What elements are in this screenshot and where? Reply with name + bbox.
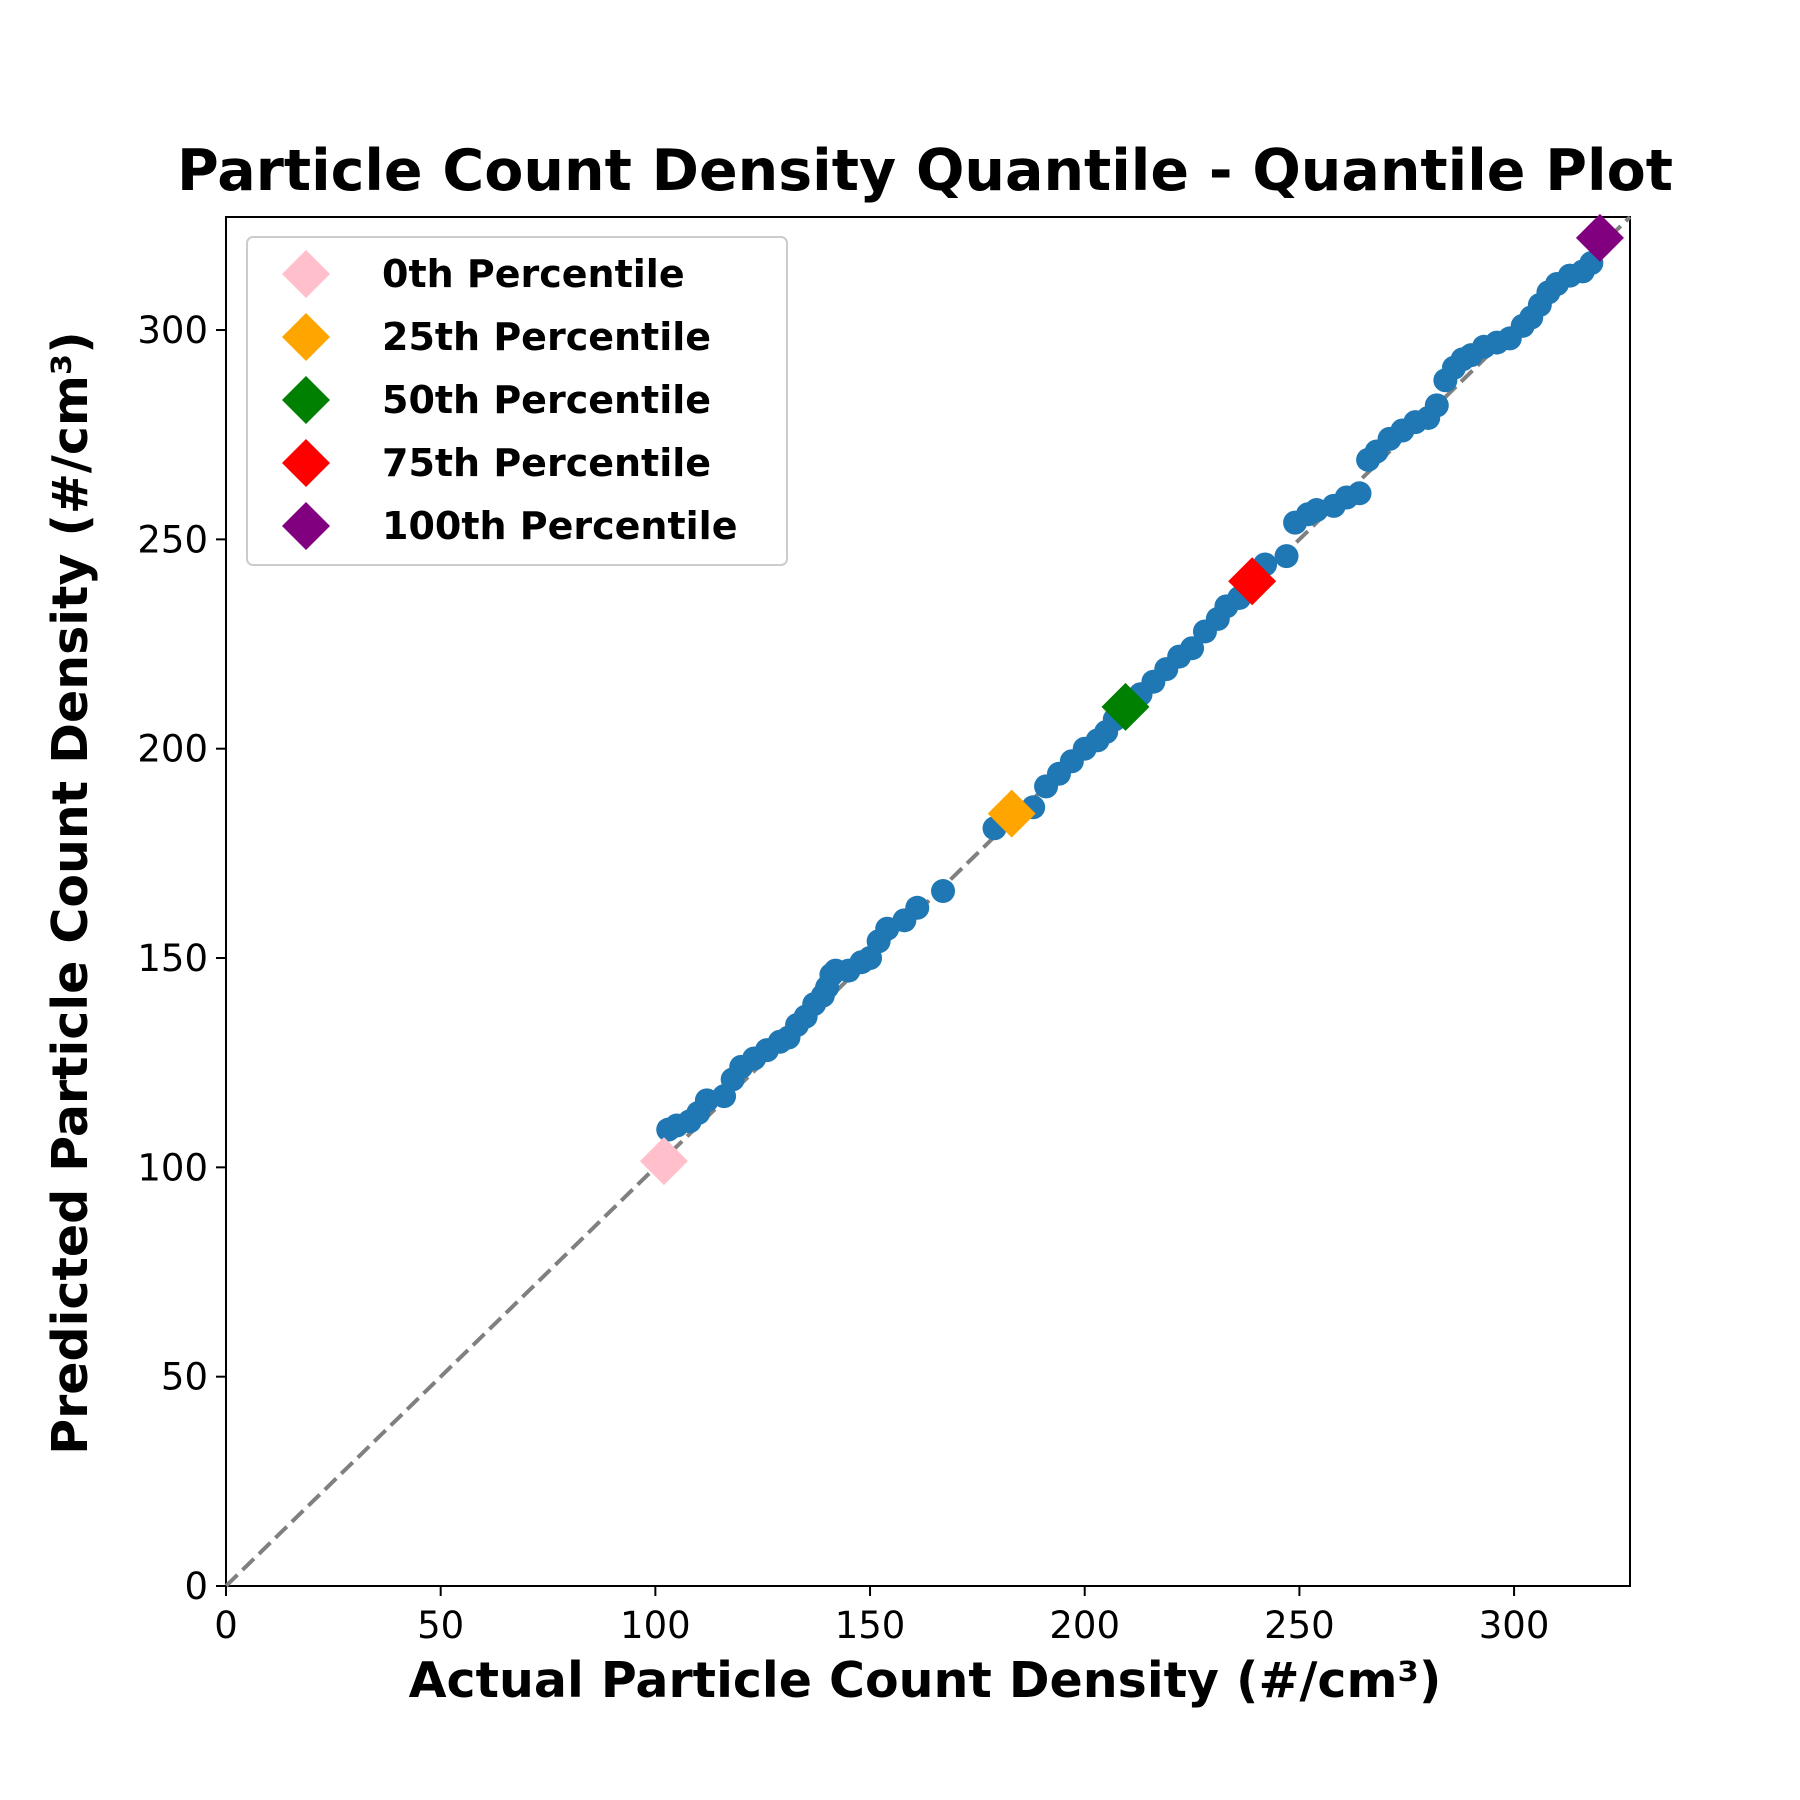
- percentile-marker-1: [639, 1137, 688, 1186]
- percentile-marker-5: [1575, 213, 1624, 262]
- legend-box: [246, 236, 788, 566]
- x-tick-label: 150: [835, 1604, 906, 1647]
- data-point: [1180, 636, 1205, 661]
- chart-title: Particle Count Density Quantile - Quanti…: [177, 138, 1673, 204]
- legend-label-2: 25th Percentile: [382, 315, 711, 359]
- legend-label-4: 75th Percentile: [382, 441, 711, 485]
- plot-frame: [225, 216, 1631, 1587]
- legend-marker-3: [282, 376, 330, 424]
- legend-label-1: 0th Percentile: [382, 252, 685, 296]
- data-point: [1274, 544, 1299, 569]
- legend-label-5: 100th Percentile: [382, 504, 737, 548]
- legend-marker-1: [282, 250, 330, 298]
- y-tick-label: 50: [161, 1356, 208, 1399]
- series-layer: [639, 213, 1624, 1186]
- y-tick-label: 100: [137, 1146, 208, 1189]
- legend-marker-4: [282, 439, 330, 487]
- y-axis-ticks: 0 50 100 150 200 250 300: [137, 309, 226, 1608]
- x-tick-label: 200: [1049, 1604, 1120, 1647]
- y-tick-label: 200: [137, 728, 208, 771]
- data-point: [1424, 393, 1449, 418]
- percentile-marker-2: [987, 789, 1036, 838]
- x-tick-label: 100: [620, 1604, 691, 1647]
- legend: 0th Percentile 25th Percentile 50th Percen…: [246, 236, 788, 566]
- data-point: [1347, 481, 1372, 506]
- data-point: [931, 879, 956, 904]
- percentile-marker-3: [1101, 682, 1150, 731]
- x-tick-label: 0: [214, 1604, 238, 1647]
- x-tick-label: 300: [1479, 1604, 1550, 1647]
- legend-marker-5: [282, 502, 330, 550]
- y-axis-label: Predicted Particle Count Density (#/cm³): [42, 331, 99, 1455]
- legend-label-3: 50th Percentile: [382, 378, 711, 422]
- data-point: [905, 895, 930, 920]
- y-tick-label: 300: [137, 309, 208, 352]
- x-tick-label: 50: [417, 1604, 464, 1647]
- legend-marker-2: [282, 313, 330, 361]
- x-axis-label: Actual Particle Count Density (#/cm³): [409, 1652, 1442, 1709]
- y-tick-label: 150: [137, 937, 208, 980]
- plot-area: [224, 213, 1632, 1588]
- x-axis-ticks: 0 50 100 150 200 250 300: [214, 1586, 1549, 1647]
- percentile-marker-4: [1228, 557, 1277, 606]
- x-tick-label: 250: [1264, 1604, 1335, 1647]
- y-tick-label: 250: [137, 518, 208, 561]
- y-tick-label: 0: [184, 1565, 208, 1608]
